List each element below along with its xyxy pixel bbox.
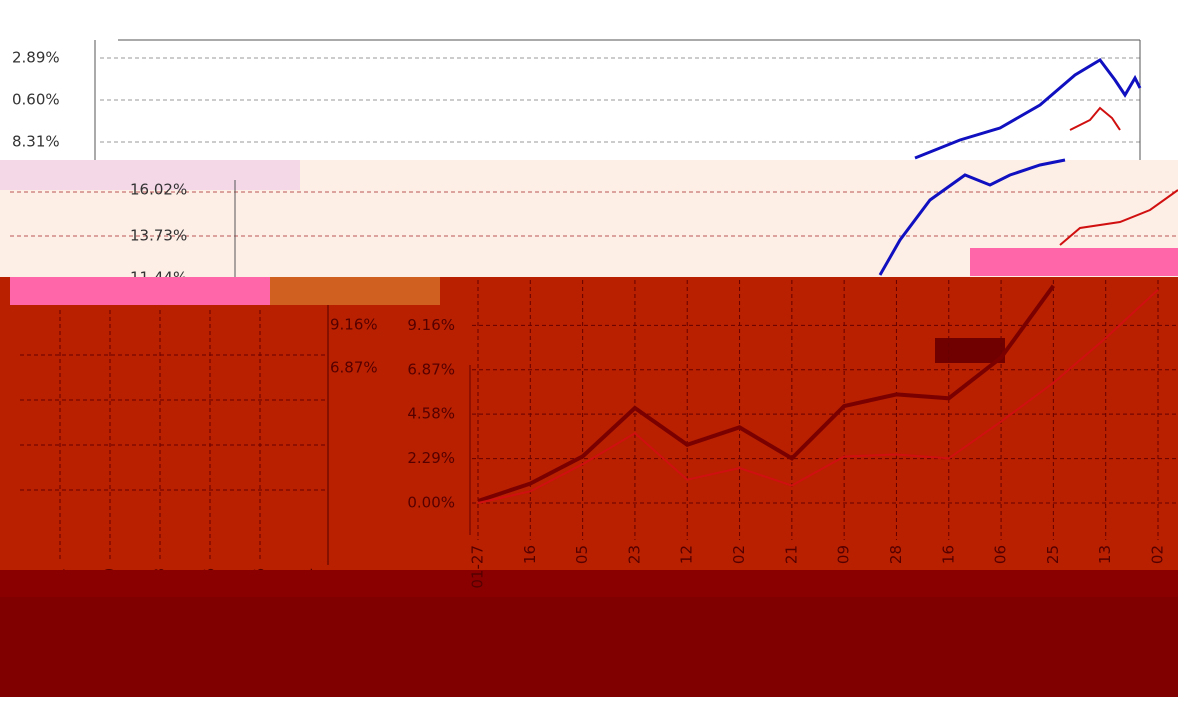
y-tick-label: 9.16% — [330, 316, 378, 334]
y-tick-label: 16.02% — [130, 181, 187, 199]
y-tick-label: 0.00% — [407, 493, 455, 511]
series-line — [477, 284, 1055, 503]
x-tick-label: 05 — [573, 545, 591, 564]
x-tick-label: 28 — [887, 545, 905, 564]
y-tick-label: 8.31% — [12, 133, 60, 151]
middle-line-red — [1059, 189, 1178, 246]
top-grid — [100, 57, 1140, 143]
x-tick-label: 23 — [625, 545, 643, 564]
x-tick-label: 16 — [939, 545, 957, 564]
top-line-red — [1069, 106, 1121, 131]
x-tick-label: 21 — [782, 545, 800, 564]
left-grid — [20, 310, 325, 560]
glitch-strip — [0, 160, 300, 190]
x-tick-label: 13 — [1096, 545, 1114, 564]
x-tick-label: 02 — [1149, 545, 1167, 564]
glitch-strip — [0, 570, 1178, 600]
glitch-strip — [270, 277, 440, 305]
top-line-blue — [914, 58, 1142, 160]
y-tick-label: 9.16% — [407, 316, 455, 334]
y-tick-label: 6.87% — [330, 359, 378, 377]
y-tick-label: 4.58% — [407, 405, 455, 423]
y-tick-label: 0.60% — [12, 91, 60, 109]
x-tick-label: 06 — [992, 545, 1010, 564]
x-tick-label: 09 — [835, 545, 853, 564]
x-tick-label: 12 — [678, 545, 696, 564]
x-tick-label: 01-27 — [469, 545, 487, 589]
y-tick-label: 2.29% — [407, 449, 455, 467]
middle-grid — [10, 191, 1178, 237]
red-panel — [0, 277, 1178, 597]
glitch-strip — [970, 248, 1178, 276]
x-tick-label: 25 — [1044, 545, 1062, 564]
glitch-block — [935, 338, 1005, 363]
x-tick-label: 16 — [521, 545, 539, 564]
y-tick-label: 2.89% — [12, 49, 60, 67]
y-tick-label: 6.87% — [407, 360, 455, 378]
bottom-panel — [0, 597, 1178, 697]
middle-line-blue — [878, 158, 1066, 276]
y-tick-label: 13.73% — [130, 227, 187, 245]
x-tick-label: 02 — [730, 545, 748, 564]
series-line — [477, 288, 1159, 504]
